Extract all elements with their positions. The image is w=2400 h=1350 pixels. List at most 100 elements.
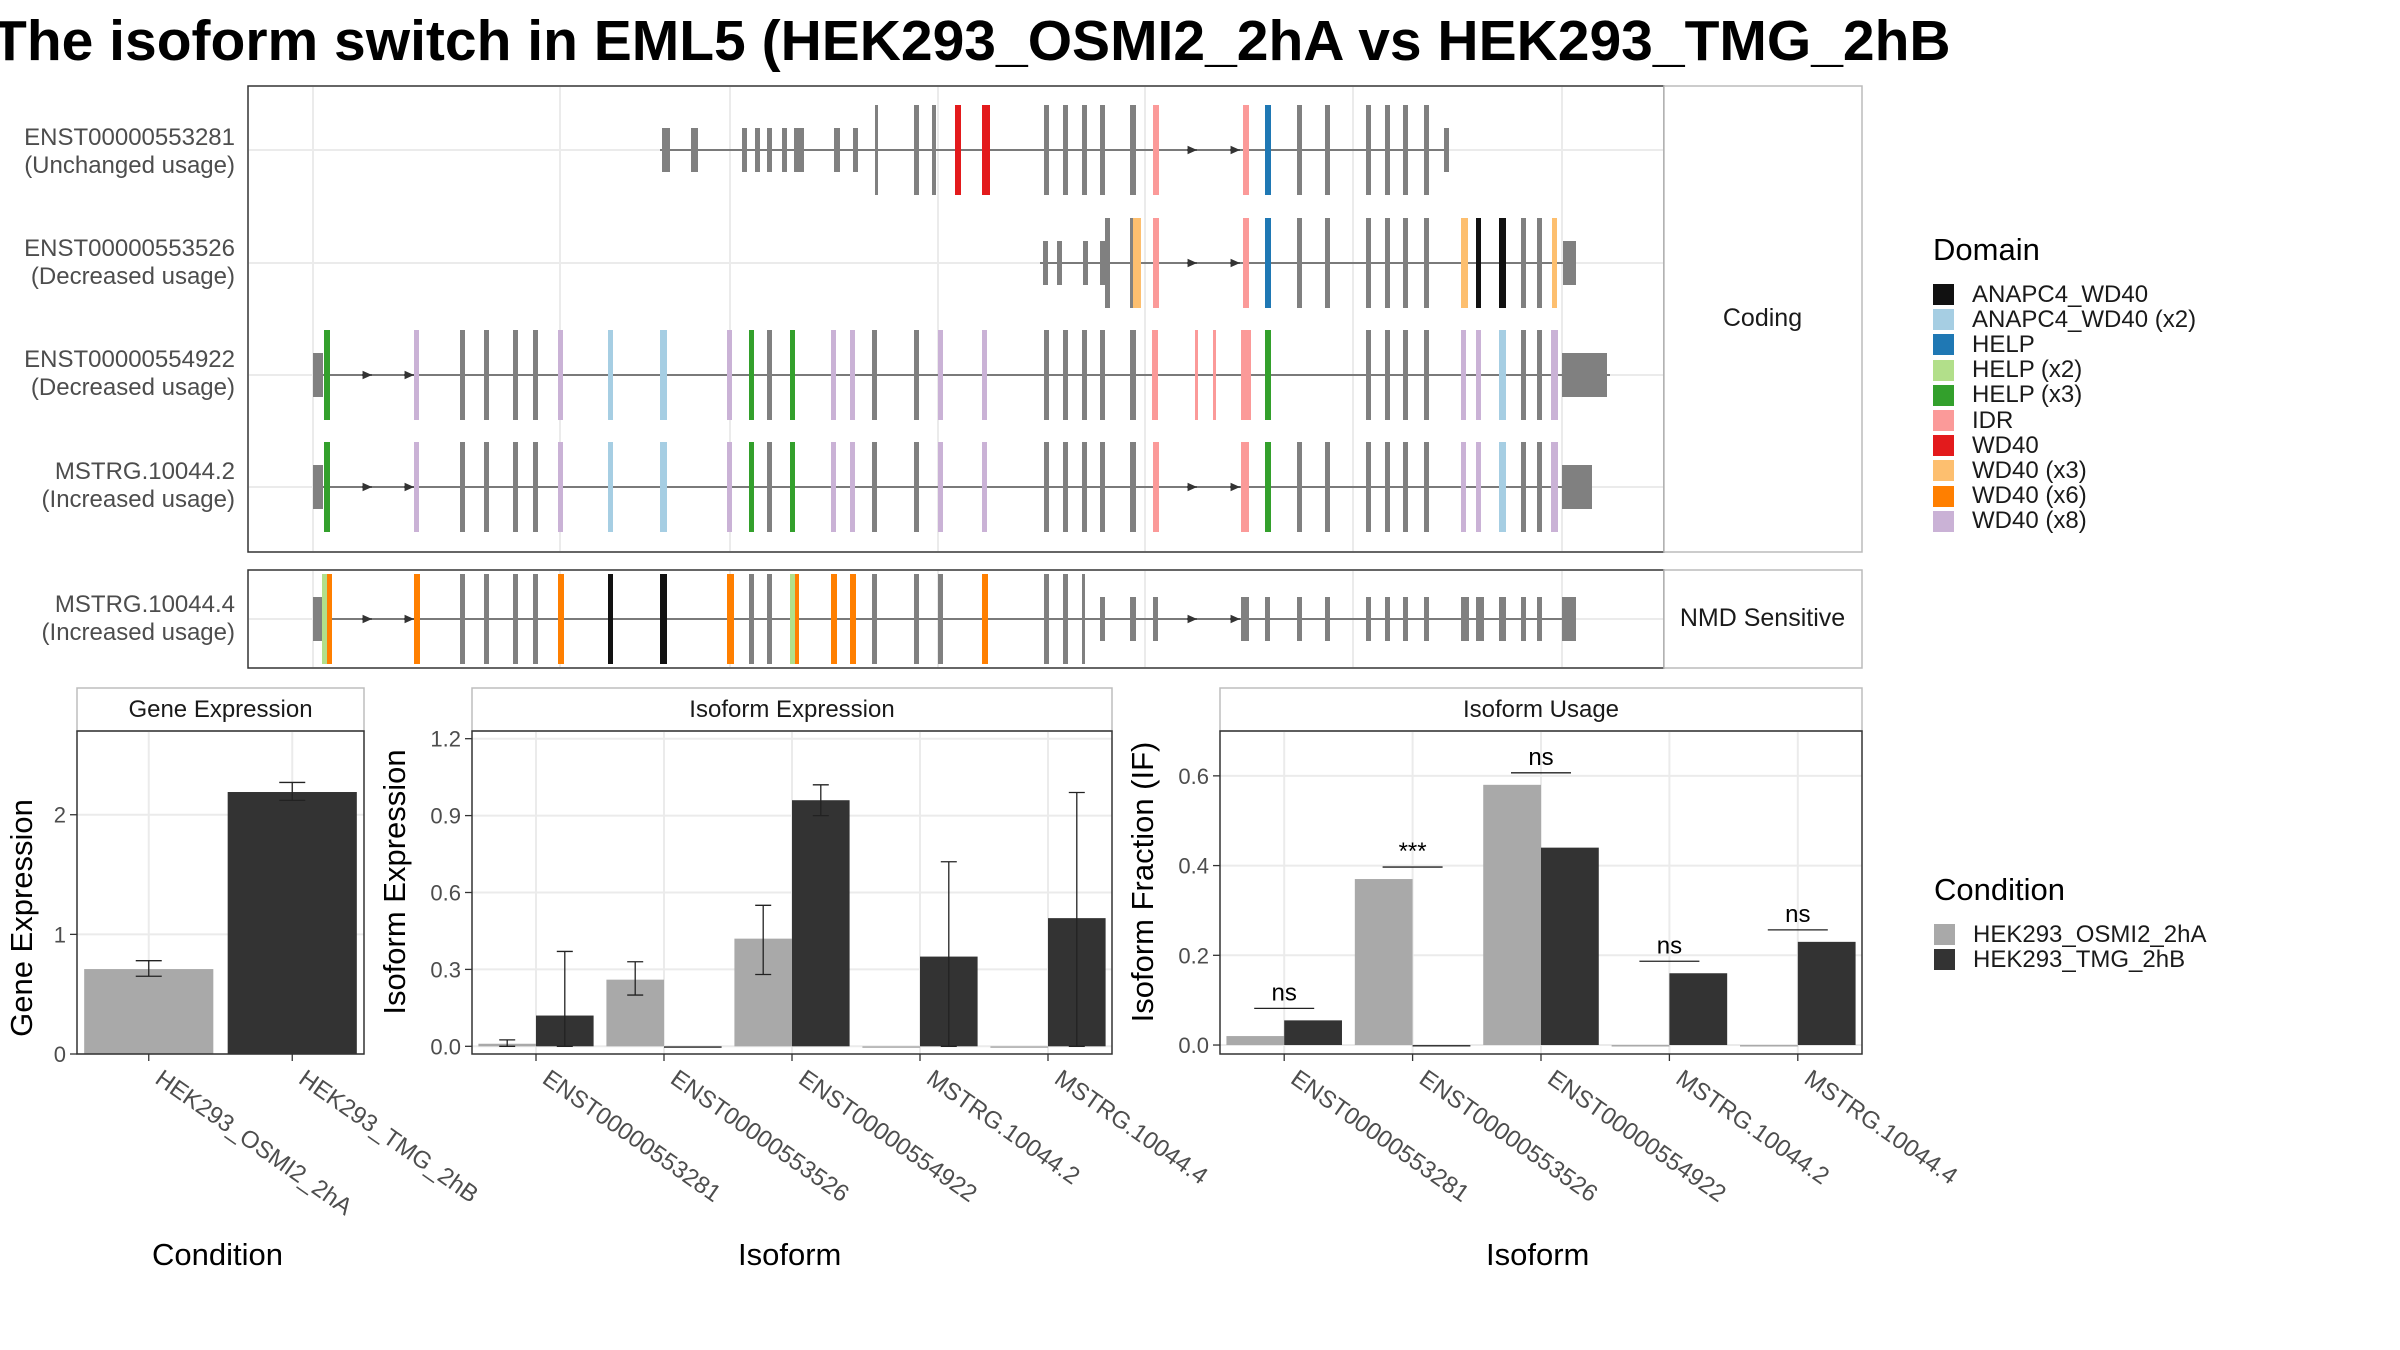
exon (1100, 330, 1105, 420)
x-tick-label: MSTRG.10044.2 (922, 1065, 1085, 1190)
x-axis-title-isoform: Isoform (1486, 1237, 1590, 1272)
coding-strip (1663, 85, 1863, 553)
exon (1424, 597, 1429, 641)
domain-exon (831, 574, 837, 664)
track-usage: (Unchanged usage) (24, 152, 235, 179)
exon (513, 442, 518, 532)
exon (1130, 597, 1136, 641)
exon (1424, 105, 1429, 195)
domain-exon (850, 330, 855, 420)
domain-exon (1499, 330, 1506, 420)
domain-exon (1265, 330, 1271, 420)
bar (1541, 847, 1599, 1046)
x-tick-label: HEK293_TMG_2hB (294, 1065, 483, 1209)
domain-legend-swatch (1933, 284, 1954, 306)
domain-exon (608, 574, 613, 664)
y-tick-label: 1 (54, 922, 66, 947)
x-tick-label: ENST00000553526 (1414, 1065, 1602, 1208)
domain-exon (1461, 218, 1468, 308)
exon (1297, 442, 1302, 532)
exon (1325, 597, 1330, 641)
domain-exon (414, 330, 419, 420)
domain-legend-label: WD40 (x3) (1972, 456, 2087, 484)
condition-legend-item: HEK293_TMG_2hB (1934, 945, 2206, 973)
domain-exon (608, 442, 613, 532)
domain-legend-swatch (1933, 510, 1954, 532)
condition-legend-swatch (1934, 924, 1955, 946)
exon (932, 105, 936, 195)
bar (478, 1043, 536, 1047)
domain-legend-label: HELP (x2) (1972, 356, 2083, 384)
exon (1424, 442, 1429, 532)
condition-legend-title: Condition (1934, 872, 2065, 907)
bar (84, 969, 214, 1054)
domain-exon (1461, 330, 1466, 420)
exon (533, 330, 538, 420)
exon (1044, 105, 1049, 195)
bar (227, 792, 357, 1054)
domain-exon (831, 330, 836, 420)
domain-exon (327, 574, 332, 664)
domain-exon (1153, 105, 1159, 195)
domain-exon (1213, 330, 1216, 420)
exon (1499, 597, 1506, 641)
exon (1562, 465, 1592, 509)
exon (691, 128, 698, 172)
domain-exon (324, 442, 330, 532)
domain-exon (1153, 442, 1159, 532)
exon (313, 465, 323, 509)
exon (794, 128, 804, 172)
x-axis-title-isoform: Isoform (738, 1237, 842, 1272)
exon (1044, 330, 1049, 420)
y-tick-label: 2 (54, 803, 66, 828)
condition-legend-label: HEK293_TMG_2hB (1973, 945, 2186, 973)
track-id: MSTRG.10044.2 (54, 458, 235, 485)
exon (484, 442, 489, 532)
panel-title-isoform-expression: Isoform Expression (689, 696, 895, 723)
exon (875, 105, 878, 195)
exon (460, 330, 465, 420)
track-label: MSTRG.10044.4 (Increased usage) (3, 591, 235, 647)
exon (1063, 442, 1068, 532)
domain-exon (1476, 330, 1481, 420)
domain-legend-title: Domain (1933, 232, 2040, 267)
domain-exon (749, 330, 754, 420)
domain-legend-swatch (1933, 359, 1954, 381)
exon (1563, 241, 1576, 285)
track-usage: (Increased usage) (41, 619, 235, 646)
domain-exon (608, 330, 613, 420)
domain-legend-item: HELP (x3) (1933, 381, 2196, 408)
domain-exon (660, 442, 667, 532)
exon (872, 574, 877, 664)
exon (1366, 442, 1371, 532)
exon (484, 330, 489, 420)
bar (1740, 1045, 1798, 1047)
domain-legend-label: WD40 (x8) (1972, 507, 2087, 535)
domain-exon (1499, 218, 1506, 308)
exon (1403, 442, 1408, 532)
track-label: ENST00000553526 (Decreased usage) (3, 235, 235, 291)
track-id: MSTRG.10044.4 (54, 591, 235, 618)
domain-legend-swatch (1933, 435, 1954, 457)
domain-exon (727, 442, 732, 532)
domain-legend-label: WD40 (1972, 431, 2039, 459)
exon (914, 442, 919, 532)
exon (1325, 442, 1330, 532)
exon (1265, 597, 1270, 641)
track-id: ENST00000554922 (24, 346, 235, 373)
domain-exon (324, 330, 330, 420)
condition-legend-item: HEK293_OSMI2_2hA (1934, 921, 2206, 948)
exon (742, 128, 747, 172)
x-tick-label: MSTRG.10044.4 (1799, 1065, 1962, 1190)
exon (767, 442, 772, 532)
significance-label: ns (1785, 901, 1810, 928)
domain-legend-item: WD40 (1933, 431, 2196, 459)
nmd-strip (1663, 569, 1863, 669)
domain-exon (790, 574, 796, 664)
exon (1385, 218, 1390, 308)
domain-legend-swatch (1933, 334, 1954, 356)
panel-border (76, 730, 365, 1055)
exon (1297, 597, 1302, 641)
track-usage: (Increased usage) (41, 486, 235, 513)
exon (1403, 597, 1408, 641)
